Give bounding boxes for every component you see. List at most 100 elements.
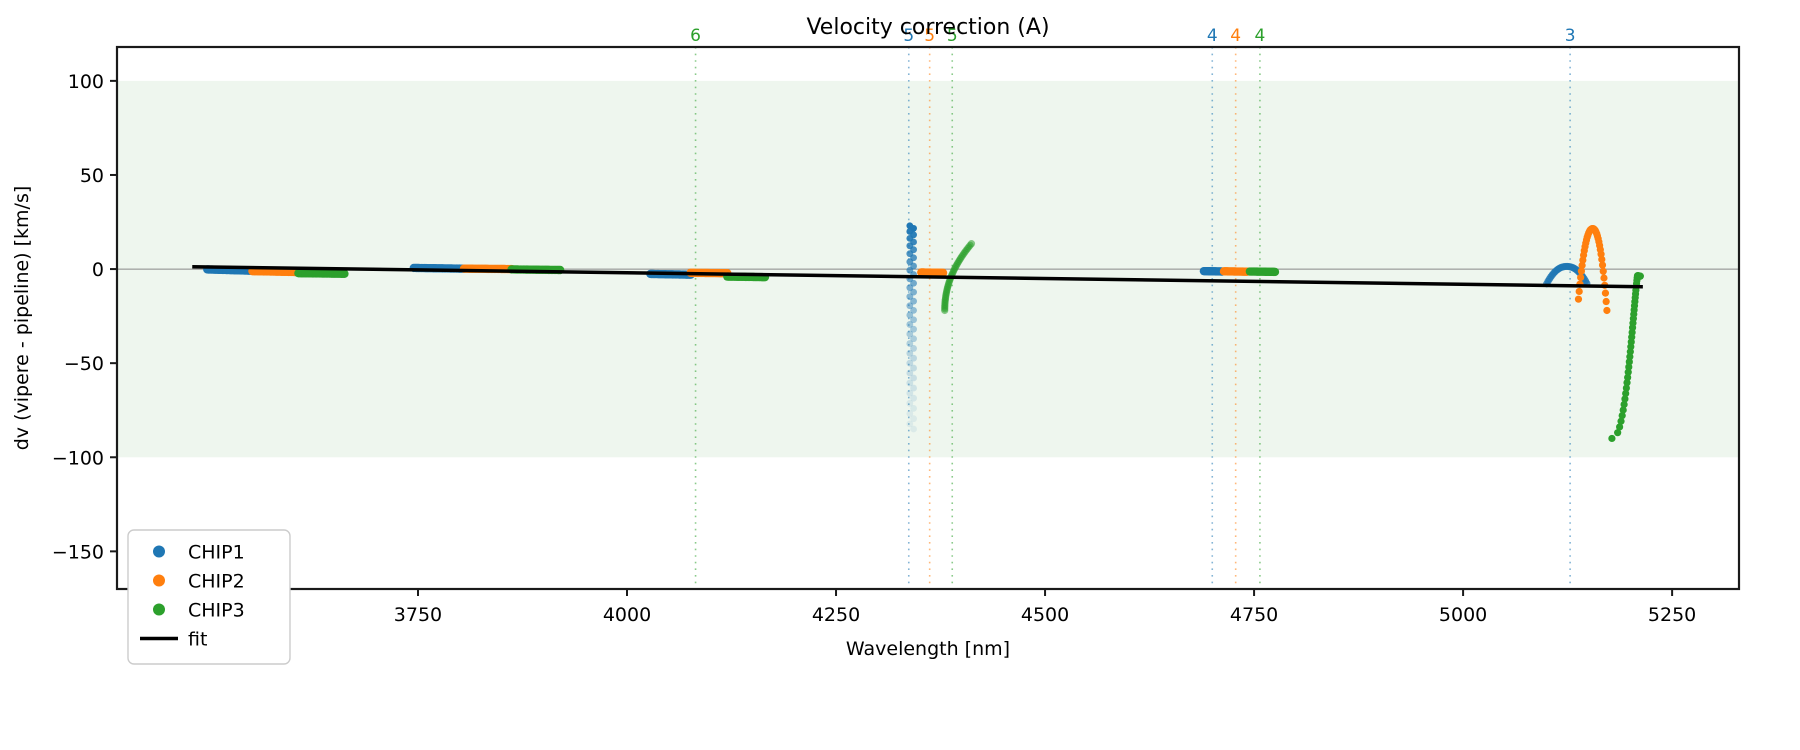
data-point-CHIP1 <box>906 410 914 417</box>
data-point-CHIP1 <box>906 293 914 301</box>
y-tick-label-5: −150 <box>52 541 104 563</box>
legend-label-CHIP2[interactable]: CHIP2 <box>188 571 245 593</box>
data-point-CHIP3 <box>1622 384 1630 392</box>
setting-marker-label-3: 5 <box>947 26 958 46</box>
legend-label-CHIP1[interactable]: CHIP1 <box>188 542 245 564</box>
data-point-CHIP3 <box>1618 412 1626 420</box>
data-point-CHIP2 <box>938 268 948 278</box>
x-tick-label-7: 5250 <box>1648 604 1696 626</box>
legend-label-fit[interactable]: fit <box>188 629 207 651</box>
legend[interactable]: CHIP1 CHIP2 CHIP3 fit <box>127 529 291 665</box>
setting-marker-label-5: 4 <box>1230 26 1241 46</box>
legend-swatch-CHIP2 <box>153 574 165 587</box>
legend-swatch-CHIP1 <box>153 545 165 558</box>
data-point-CHIP3 <box>1608 434 1616 443</box>
data-point-CHIP1 <box>910 425 917 433</box>
data-point-CHIP3 <box>1624 368 1632 376</box>
setting-marker-label-6: 4 <box>1255 26 1266 46</box>
setting-marker-label-0: 6 <box>690 26 701 46</box>
data-point-CHIP1 <box>910 374 917 382</box>
data-point-CHIP2 <box>1602 297 1610 306</box>
data-point-CHIP2 <box>1603 306 1611 315</box>
data-point-CHIP3 <box>1636 272 1644 280</box>
data-point-CHIP1 <box>906 284 914 292</box>
x-tick-label-6: 5000 <box>1439 604 1487 626</box>
axes-frame <box>115 45 1741 591</box>
x-axis-label: Wavelength [nm] <box>846 638 1010 660</box>
data-point-CHIP1 <box>906 302 914 310</box>
setting-marker-label-2: 5 <box>924 26 935 46</box>
data-point-CHIP1 <box>910 279 917 287</box>
data-point-CHIP1 <box>910 354 917 362</box>
data-point-CHIP1 <box>910 394 917 402</box>
setting-marker-label-1: 5 <box>903 26 914 46</box>
data-point-CHIP1 <box>906 399 914 407</box>
setting-marker-lines <box>694 47 1571 589</box>
legend-swatch-CHIP3 <box>153 603 165 616</box>
setting-marker-label-4: 4 <box>1207 26 1218 46</box>
data-point-CHIP2 <box>1577 267 1585 275</box>
data-point-CHIP1 <box>906 369 914 377</box>
data-point-CHIP3 <box>967 240 976 248</box>
data-point-CHIP2 <box>1577 273 1585 282</box>
data-point-CHIP3 <box>1617 417 1625 425</box>
x-tick-label-5: 4750 <box>1230 604 1278 626</box>
data-point-CHIP1 <box>910 345 917 352</box>
data-point-CHIP3 <box>1623 379 1631 387</box>
data-point-CHIP1 <box>906 379 914 387</box>
data-point-CHIP1 <box>906 420 914 428</box>
y-tick-label-2: 0 <box>92 259 104 281</box>
y-tick-label-1: 50 <box>80 165 104 187</box>
data-point-CHIP1 <box>910 306 917 314</box>
data-point-CHIP2 <box>1600 274 1608 282</box>
page-title: Velocity correction (A) <box>806 15 1049 40</box>
data-point-CHIP3 <box>1614 429 1622 437</box>
data-point-CHIP3 <box>1619 406 1627 414</box>
data-point-CHIP2 <box>1598 255 1606 263</box>
data-point-CHIP1 <box>910 297 917 305</box>
data-point-CHIP3 <box>1616 423 1624 431</box>
data-point-CHIP1 <box>910 325 917 333</box>
y-tick-label-4: −100 <box>52 447 104 469</box>
data-point-CHIP1 <box>906 321 914 328</box>
data-point-CHIP1 <box>906 389 914 397</box>
data-point-CHIP3 <box>1624 373 1632 381</box>
data-point-CHIP2 <box>1578 261 1586 269</box>
data-point-CHIP3 <box>1270 267 1280 277</box>
y-axis-label: dv (vipere - pipeline) [km/s] <box>11 186 33 451</box>
fit-line-segment <box>192 265 1643 289</box>
data-point-CHIP1 <box>906 330 914 338</box>
legend-box <box>127 529 291 665</box>
data-point-CHIP1 <box>910 384 917 392</box>
data-point-CHIP2 <box>1601 289 1610 297</box>
x-tick-label-4: 4500 <box>1021 604 1069 626</box>
x-tick-label-1: 3750 <box>394 604 442 626</box>
data-point-CHIP3 <box>1620 400 1628 409</box>
data-point-CHIP3 <box>340 269 349 278</box>
y-tick-label-0: 100 <box>68 71 104 93</box>
data-point-CHIP1 <box>910 288 917 296</box>
x-tick-label-3: 4250 <box>812 604 860 626</box>
y-tick-label-3: −50 <box>64 353 104 375</box>
data-point-CHIP3 <box>1621 395 1629 403</box>
data-point-CHIP1 <box>910 415 917 423</box>
data-point-CHIP1 <box>910 316 917 324</box>
data-point-CHIP1 <box>906 359 914 367</box>
data-point-CHIP1 <box>910 405 917 412</box>
data-point-CHIP1 <box>906 311 914 319</box>
plot-frame <box>115 45 1741 591</box>
data-point-CHIP3 <box>1622 389 1630 398</box>
data-point-CHIP1 <box>910 364 917 372</box>
data-point-CHIP1 <box>906 340 914 347</box>
data-point-CHIP1 <box>910 335 917 343</box>
data-point-CHIP1 <box>906 349 914 357</box>
legend-label-CHIP3[interactable]: CHIP3 <box>188 600 245 622</box>
data-point-CHIP2 <box>1598 261 1607 269</box>
x-tick-label-2: 4000 <box>603 604 651 626</box>
data-point-CHIP2 <box>1575 287 1583 296</box>
fit-line <box>192 265 1643 289</box>
data-point-CHIP2 <box>1599 267 1607 275</box>
